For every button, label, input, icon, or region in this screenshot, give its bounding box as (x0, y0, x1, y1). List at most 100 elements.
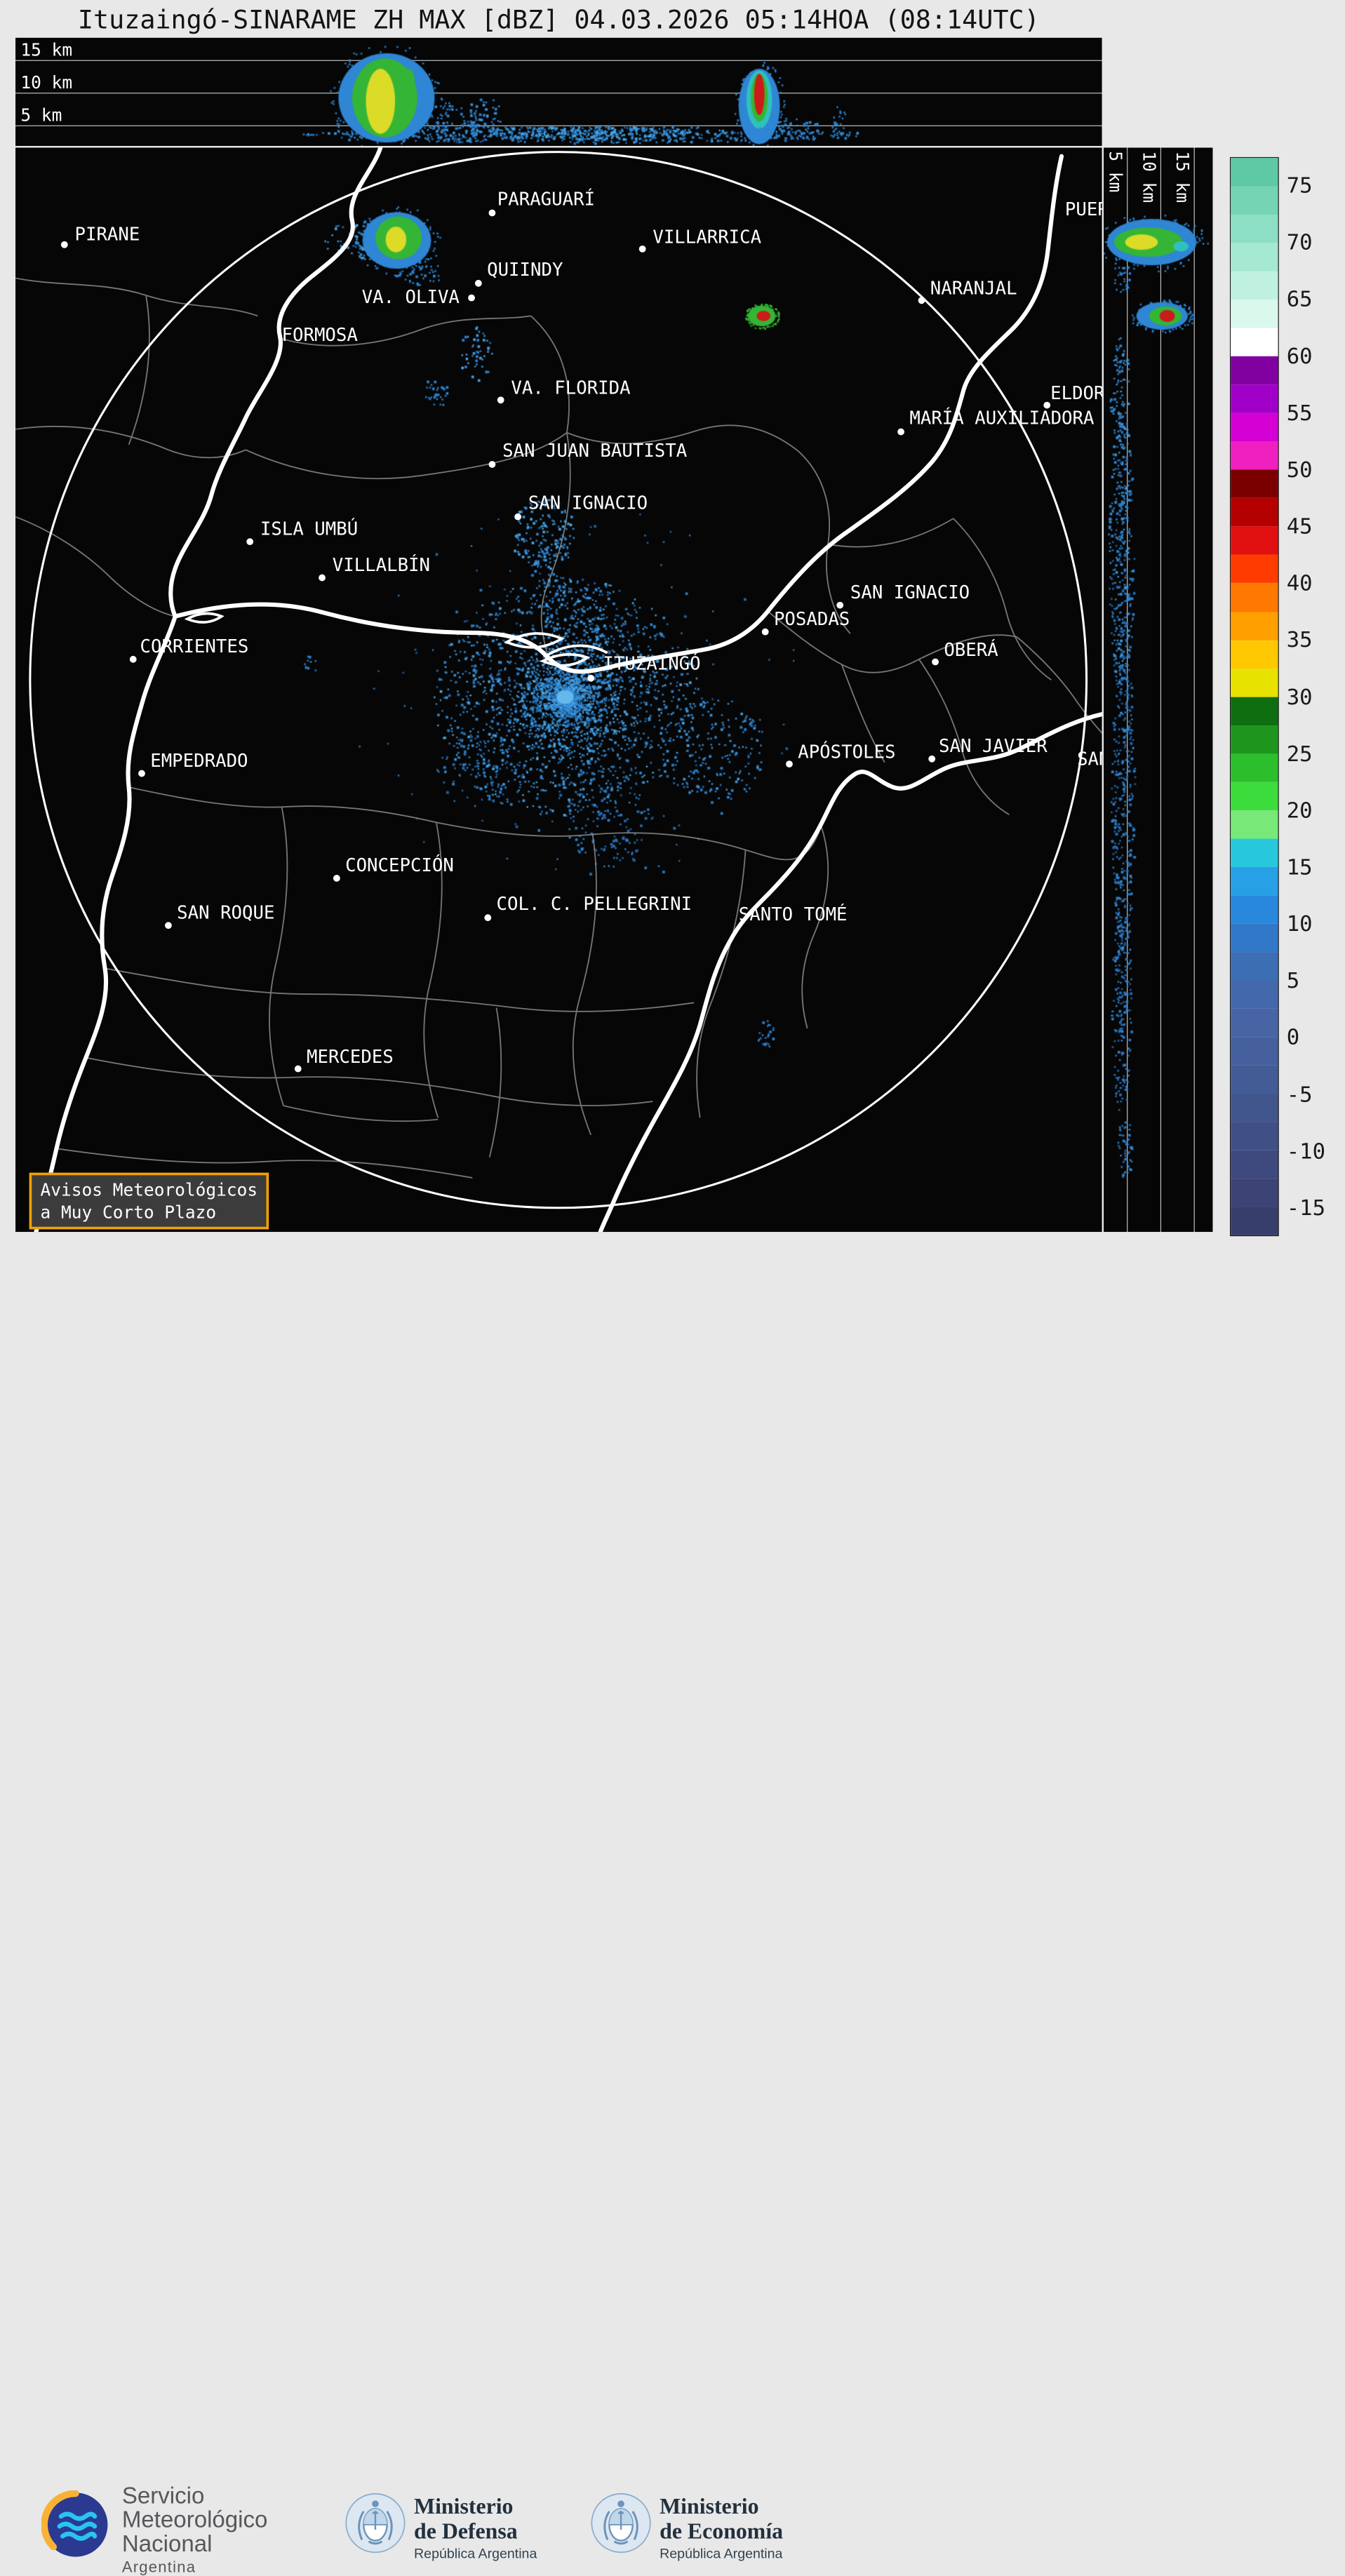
ministry-line: Ministerio (414, 2494, 537, 2518)
city-dot (484, 914, 491, 921)
height-label: 5 km (20, 105, 62, 125)
colorbar-segment (1231, 328, 1278, 356)
ministry-line: de Defensa (414, 2518, 537, 2543)
colorbar-segment (1231, 781, 1278, 810)
colorbar-tick: 25 (1287, 741, 1313, 765)
colorbar-tick: 55 (1287, 401, 1313, 425)
colorbar-ticks: 75 70 65 60 55 50 45 40 35 30 25 20 15 10 5 0 -5 -10 -15 (1287, 157, 1344, 1236)
smn-line: Nacional (122, 2532, 268, 2556)
city-dot (295, 1066, 302, 1073)
city-dot (61, 241, 68, 248)
colorbar-tick: -15 (1287, 1195, 1325, 1220)
city-label: SAN JAVIER (939, 736, 1048, 756)
city-label: SAN IGNACIO (850, 582, 970, 603)
alert-line-2: a Muy Corto Plazo (41, 1201, 258, 1223)
vertical-cross-section-top: 15 km 10 km 5 km (15, 38, 1102, 146)
smn-logo (41, 2490, 110, 2559)
colorbar-segment (1231, 952, 1278, 980)
city-label: MARÍA AUXILIADORA (909, 408, 1094, 428)
height-label: 15 km (20, 39, 72, 60)
page-title: Ituzaingó-SINARAME ZH MAX [dBZ] 04.03.20… (15, 5, 1102, 35)
defensa-seal (344, 2491, 408, 2555)
radar-map: PIRANE PARAGUARÍ VILLARRICA QUIINDY VA. OLIV… (15, 147, 1102, 1232)
city-label: CORRIENTES (140, 636, 249, 657)
city-dot (489, 210, 496, 217)
city-dot (489, 461, 496, 468)
radar-product: Ituzaingó-SINARAME ZH MAX [dBZ] 04.03.20… (0, 0, 1345, 1339)
city-label: APÓSTOLES (798, 742, 895, 762)
colorbar-segment (1231, 498, 1278, 526)
colorbar-segment (1231, 669, 1278, 697)
smn-line: Meteorológico (122, 2507, 268, 2531)
city-dot (897, 429, 904, 436)
height-label: 15 km (1172, 151, 1193, 203)
colorbar-segment (1231, 1094, 1278, 1122)
city-dot (165, 922, 172, 929)
city-label: VILLARRICA (653, 227, 761, 247)
colorbar-tick: 20 (1287, 798, 1313, 822)
colorbar-segment (1231, 1037, 1278, 1065)
city-dot (836, 602, 843, 609)
colorbar-segment (1231, 810, 1278, 838)
city-label: NARANJAL (930, 278, 1017, 298)
colorbar-segment (1231, 215, 1278, 243)
smn-country: Argentina (122, 2558, 268, 2576)
city-dot (928, 756, 935, 763)
colorbar-segment (1231, 1122, 1278, 1150)
colorbar-tick: 10 (1287, 911, 1313, 936)
colorbar-segment (1231, 441, 1278, 469)
city-label: SAN PEDRO (1077, 749, 1102, 769)
colorbar-segment (1231, 356, 1278, 384)
city-label: ITUZAINGÓ (603, 653, 700, 673)
colorbar-segment (1231, 697, 1278, 725)
colorbar-segment (1231, 924, 1278, 952)
colorbar-segment (1231, 413, 1278, 441)
city-layer: PIRANE PARAGUARÍ VILLARRICA QUIINDY VA. OLIV… (15, 147, 1102, 1232)
economia-seal (589, 2491, 653, 2555)
city-label: VA. FLORIDA (511, 377, 630, 398)
ministry-line: de Economía (660, 2518, 783, 2543)
radar-echo-canvas-right (1104, 147, 1212, 1232)
colorbar-segment (1231, 470, 1278, 498)
city-label: MERCEDES (307, 1047, 394, 1067)
city-label: QUIINDY (487, 260, 563, 280)
colorbar-tick: 35 (1287, 627, 1313, 652)
city-label: VA. OLIVA (362, 287, 460, 307)
city-dot (514, 514, 521, 521)
colorbar-tick: 30 (1287, 684, 1313, 709)
city-label: CONCEPCIÓN (345, 855, 454, 876)
city-label: SANTO TOMÉ (739, 904, 848, 925)
colorbar-segment (1231, 158, 1278, 186)
city-dot (932, 659, 939, 666)
colorbar-tick: -10 (1287, 1139, 1325, 1163)
colorbar-segment (1231, 243, 1278, 271)
colorbar-segment (1231, 867, 1278, 895)
city-label: FORMOSA (282, 325, 358, 345)
smn-line: Servicio (122, 2483, 268, 2507)
city-label: SAN IGNACIO (528, 492, 648, 513)
city-dot (1043, 402, 1050, 409)
city-dot (497, 396, 504, 403)
colorbar-tick: 65 (1287, 287, 1313, 311)
colorbar-tick: -5 (1287, 1082, 1313, 1106)
colorbar-segment (1231, 1009, 1278, 1037)
vertical-cross-section-right: 5 km 10 km 15 km (1104, 147, 1212, 1232)
colorbar-segment (1231, 300, 1278, 328)
city-dot (319, 575, 326, 582)
ministry-country: República Argentina (414, 2547, 537, 2563)
height-label: 10 km (20, 72, 72, 93)
colorbar-tick: 40 (1287, 570, 1313, 595)
city-label: PIRANE (75, 224, 140, 244)
city-dot (138, 770, 145, 777)
city-label: VILLALBÍN (333, 555, 430, 575)
height-label: 5 km (1105, 151, 1125, 192)
colorbar-tick: 45 (1287, 514, 1313, 538)
city-dot (246, 538, 253, 545)
colorbar-segment (1231, 895, 1278, 923)
colorbar-segment (1231, 838, 1278, 866)
footer: Servicio Meteorológico Nacional Argentin… (0, 1232, 1345, 1339)
city-dot (786, 760, 793, 767)
city-dot (468, 295, 475, 302)
radar-echo-canvas-top (15, 38, 1102, 146)
colorbar-tick: 50 (1287, 457, 1313, 481)
